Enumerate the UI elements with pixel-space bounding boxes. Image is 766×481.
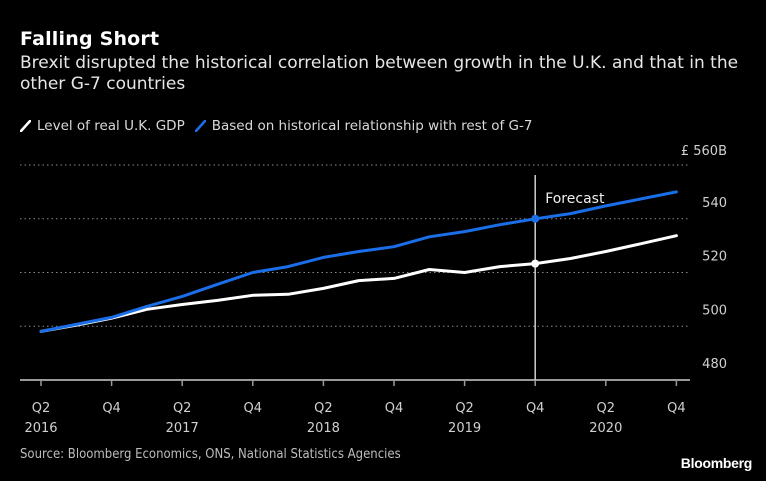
x-tick-label-quarter: Q4 — [526, 401, 545, 416]
legend-label-g7-relationship: Based on historical relationship with re… — [211, 118, 533, 134]
y-tick-label: £ 560B — [681, 144, 727, 159]
forecast-marker-uk-gdp — [531, 259, 540, 268]
legend-item-uk-gdp: Level of real U.K. GDP — [20, 118, 185, 134]
x-tick-label-quarter: Q4 — [385, 401, 404, 416]
x-axis: Q2 2016 Q4 Q2 2017 Q4 Q2 2018 Q4 Q2 2019 Q4 Q2 2020 Q4 — [20, 379, 690, 436]
y-tick-label: 480 — [702, 357, 727, 372]
y-tick-label: 500 — [702, 303, 727, 318]
y-axis: 480 500 520 540 £ 560B — [681, 144, 727, 372]
x-tick-label-year: 2016 — [24, 421, 57, 436]
x-tick-label-year: 2018 — [307, 421, 340, 436]
legend-swatch-uk-gdp — [20, 120, 31, 132]
forecast-label: Forecast — [545, 191, 605, 207]
chart-subtitle: Brexit disrupted the historical correlat… — [20, 53, 739, 94]
x-tick-label-quarter: Q4 — [667, 401, 686, 416]
legend: Level of real U.K. GDP Based on historic… — [20, 118, 542, 134]
bloomberg-logo: Bloomberg — [680, 455, 753, 471]
series-group — [39, 190, 678, 333]
series-line-g7-relationship — [39, 190, 678, 333]
y-tick-label: 540 — [702, 196, 727, 211]
x-tick-label-quarter: Q2 — [597, 401, 616, 416]
x-tick-label-quarter: Q2 — [32, 401, 51, 416]
chart-title: Falling Short — [20, 28, 160, 50]
x-tick-label-year: 2020 — [589, 421, 622, 436]
x-tick-label-quarter: Q4 — [102, 401, 121, 416]
x-tick-label-year: 2017 — [166, 421, 199, 436]
y-tick-label: 520 — [702, 250, 727, 265]
forecast-annotation: Forecast — [534, 175, 605, 380]
gridlines — [20, 164, 690, 327]
x-tick-label-quarter: Q4 — [244, 401, 263, 416]
legend-label-uk-gdp: Level of real U.K. GDP — [37, 118, 185, 134]
legend-item-g7-relationship: Based on historical relationship with re… — [194, 118, 533, 134]
x-tick-label-quarter: Q2 — [455, 401, 474, 416]
legend-swatch-g7-relationship — [194, 120, 206, 132]
x-tick-label-year: 2019 — [448, 421, 481, 436]
x-tick-label-quarter: Q2 — [173, 401, 192, 416]
x-tick-label-quarter: Q2 — [314, 401, 333, 416]
source-note: Source: Bloomberg Economics, ONS, Nation… — [20, 447, 401, 462]
series-line-uk-gdp — [39, 234, 678, 333]
forecast-marker-g7-relationship — [531, 214, 540, 223]
